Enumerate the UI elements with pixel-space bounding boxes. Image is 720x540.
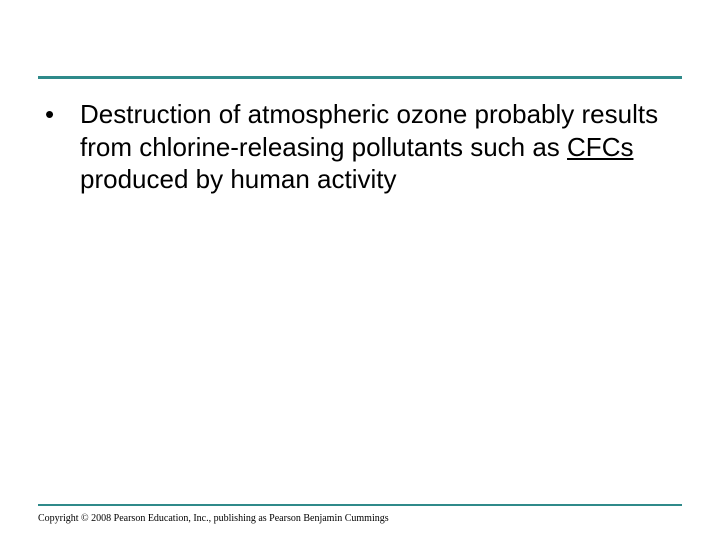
bullet-text-underlined: CFCs <box>567 132 633 162</box>
bottom-horizontal-rule <box>38 504 682 506</box>
bullet-text: Destruction of atmospheric ozone probabl… <box>80 98 675 196</box>
top-horizontal-rule <box>38 76 682 79</box>
bullet-item: • Destruction of atmospheric ozone proba… <box>45 98 675 196</box>
copyright-text: Copyright © 2008 Pearson Education, Inc.… <box>38 513 389 524</box>
slide: • Destruction of atmospheric ozone proba… <box>0 0 720 540</box>
slide-body: • Destruction of atmospheric ozone proba… <box>45 98 675 196</box>
bullet-text-post: produced by human activity <box>80 164 397 194</box>
bullet-marker: • <box>45 98 80 196</box>
